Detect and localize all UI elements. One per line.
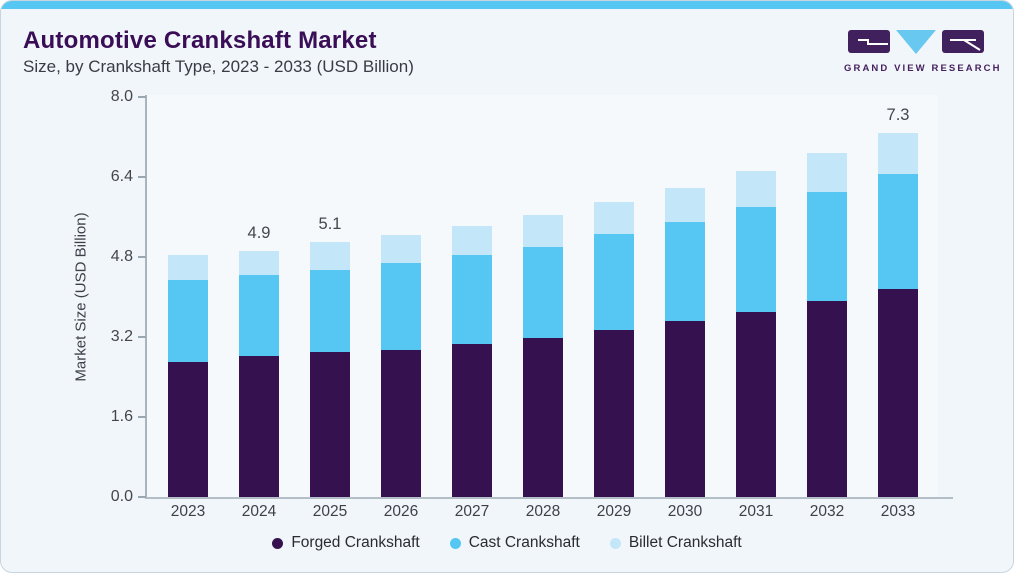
bar-segment-cast-crankshaft-2032 — [807, 191, 847, 301]
bar-segment-cast-crankshaft-2026 — [381, 263, 421, 350]
x-tick-label-2023: 2023 — [170, 503, 206, 520]
bar-segment-forged-crankshaft-2033 — [878, 288, 918, 497]
bar-total-label-2025: 5.1 — [318, 215, 342, 233]
y-tick-mark — [138, 496, 146, 498]
y-axis-title: Market Size (USD Billion) — [72, 212, 90, 382]
bar-segment-forged-crankshaft-2030 — [665, 321, 705, 497]
y-tick-mark — [138, 416, 146, 418]
bar-segment-billet-crankshaft-2028 — [523, 215, 563, 247]
legend-label: Forged Crankshaft — [291, 534, 420, 551]
bar-segment-cast-crankshaft-2029 — [594, 234, 634, 330]
bar-segment-billet-crankshaft-2024 — [239, 250, 279, 275]
y-tick-mark — [138, 96, 146, 98]
bar-segment-forged-crankshaft-2029 — [594, 329, 634, 497]
bar-segment-forged-crankshaft-2023 — [168, 361, 208, 497]
bar-segment-billet-crankshaft-2025 — [310, 242, 350, 270]
bar-segment-forged-crankshaft-2031 — [736, 311, 776, 497]
logo-r-glyph — [950, 39, 981, 51]
bar-segment-billet-crankshaft-2032 — [807, 152, 847, 192]
x-tick-label-2033: 2033 — [880, 503, 916, 520]
bar-segment-forged-crankshaft-2025 — [310, 351, 350, 497]
bar-segment-billet-crankshaft-2026 — [381, 235, 421, 263]
x-tick-label-2027: 2027 — [454, 503, 490, 520]
x-axis-line — [145, 497, 953, 499]
page-title: Automotive Crankshaft Market — [23, 27, 377, 54]
legend-dot-icon — [449, 537, 461, 549]
bar-segment-cast-crankshaft-2025 — [310, 269, 350, 352]
x-tick-label-2029: 2029 — [596, 503, 632, 520]
legend: Forged Crankshaft Cast Crankshaft Billet C… — [1, 534, 1013, 552]
y-axis-line — [145, 95, 147, 498]
y-tick-label-0.0: 0.0 — [110, 488, 133, 505]
y-tick-label-1.6: 1.6 — [110, 408, 133, 425]
bar-segment-forged-crankshaft-2028 — [523, 338, 563, 497]
gvr-logo: GRAND VIEW RESEARCH — [844, 29, 1002, 74]
y-tick-mark — [138, 336, 146, 338]
y-tick-mark — [138, 256, 146, 258]
legend-dot-icon — [609, 537, 621, 549]
bar-segment-cast-crankshaft-2027 — [452, 255, 492, 344]
bar-segment-forged-crankshaft-2024 — [239, 356, 279, 497]
bar-segment-billet-crankshaft-2033 — [878, 132, 918, 174]
legend-label: Cast Crankshaft — [468, 534, 580, 551]
y-tick-mark — [138, 176, 146, 178]
legend-item-billet-crankshaft: Billet Crankshaft — [609, 534, 742, 552]
legend-item-cast-crankshaft: Cast Crankshaft — [449, 534, 580, 552]
logo-wordmark: GRAND VIEW RESEARCH — [844, 63, 1002, 74]
legend-item-forged-crankshaft: Forged Crankshaft — [272, 534, 420, 552]
x-tick-label-2025: 2025 — [312, 503, 348, 520]
bar-segment-billet-crankshaft-2031 — [736, 171, 776, 207]
bar-segment-billet-crankshaft-2029 — [594, 202, 634, 234]
x-tick-label-2028: 2028 — [525, 503, 561, 520]
card-top-accent-bar — [1, 1, 1013, 9]
bar-segment-billet-crankshaft-2023 — [168, 255, 208, 280]
bar-segment-forged-crankshaft-2032 — [807, 301, 847, 497]
bar-segment-cast-crankshaft-2028 — [523, 246, 563, 338]
x-tick-label-2026: 2026 — [383, 503, 419, 520]
bar-segment-cast-crankshaft-2030 — [665, 221, 705, 321]
legend-dot-icon — [272, 537, 284, 549]
x-tick-label-2030: 2030 — [667, 503, 703, 520]
bar-segment-cast-crankshaft-2023 — [168, 279, 208, 362]
bar-segment-cast-crankshaft-2033 — [878, 174, 918, 289]
bar-total-label-2024: 4.9 — [247, 223, 271, 242]
gvr-logo-icon — [848, 30, 984, 54]
legend-label: Billet Crankshaft — [628, 534, 742, 551]
y-tick-label-4.8: 4.8 — [110, 248, 133, 265]
x-tick-label-2032: 2032 — [809, 503, 845, 520]
x-tick-label-2024: 2024 — [241, 503, 277, 520]
logo-g-glyph — [858, 39, 888, 45]
chart-subtitle: Size, by Crankshaft Type, 2023 - 2033 (U… — [23, 57, 414, 76]
logo-v-triangle-icon — [896, 30, 936, 54]
bar-segment-billet-crankshaft-2027 — [452, 226, 492, 255]
y-tick-label-8.0: 8.0 — [110, 88, 133, 105]
bar-segment-cast-crankshaft-2024 — [239, 275, 279, 356]
y-tick-label-3.2: 3.2 — [110, 328, 133, 345]
x-tick-label-2031: 2031 — [738, 503, 774, 520]
bar-segment-cast-crankshaft-2031 — [736, 207, 776, 312]
bar-segment-billet-crankshaft-2030 — [665, 188, 705, 222]
bar-segment-forged-crankshaft-2027 — [452, 343, 492, 497]
bar-segment-forged-crankshaft-2026 — [381, 349, 421, 497]
logo-r-block — [942, 30, 984, 53]
y-tick-label-6.4: 6.4 — [110, 168, 133, 185]
bar-total-label-2033: 7.3 — [886, 105, 910, 124]
